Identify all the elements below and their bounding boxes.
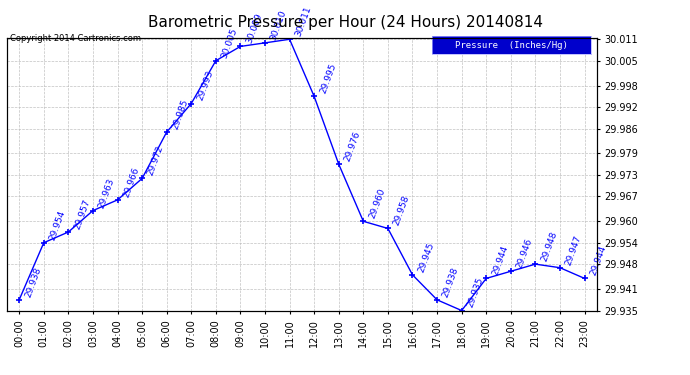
Text: Barometric Pressure per Hour (24 Hours) 20140814: Barometric Pressure per Hour (24 Hours) … (148, 15, 542, 30)
Text: 29.945: 29.945 (417, 241, 436, 273)
Text: 29.958: 29.958 (392, 194, 411, 227)
Text: Copyright 2014 Cartronics.com: Copyright 2014 Cartronics.com (10, 34, 141, 43)
Text: 30.011: 30.011 (294, 5, 313, 38)
Text: 29.972: 29.972 (146, 144, 166, 177)
Text: 29.957: 29.957 (72, 198, 92, 231)
Text: 29.938: 29.938 (441, 266, 460, 298)
Text: 29.995: 29.995 (318, 62, 337, 95)
Text: 29.960: 29.960 (368, 187, 386, 220)
Text: 29.947: 29.947 (564, 234, 583, 266)
Text: 29.948: 29.948 (540, 230, 559, 263)
Text: 29.976: 29.976 (343, 130, 362, 163)
Text: 29.985: 29.985 (171, 98, 190, 131)
Text: 30.005: 30.005 (220, 27, 239, 59)
Text: 29.946: 29.946 (515, 237, 534, 270)
Text: 29.993: 29.993 (195, 69, 215, 102)
Text: 29.935: 29.935 (466, 276, 485, 309)
Text: 29.938: 29.938 (23, 266, 43, 298)
Text: 29.944: 29.944 (491, 244, 509, 277)
Text: 29.954: 29.954 (48, 209, 67, 242)
Text: 30.009: 30.009 (244, 12, 264, 45)
Text: 29.944: 29.944 (589, 244, 608, 277)
Text: 29.963: 29.963 (97, 177, 117, 209)
Text: 29.966: 29.966 (121, 166, 141, 198)
Text: 30.010: 30.010 (269, 9, 288, 42)
